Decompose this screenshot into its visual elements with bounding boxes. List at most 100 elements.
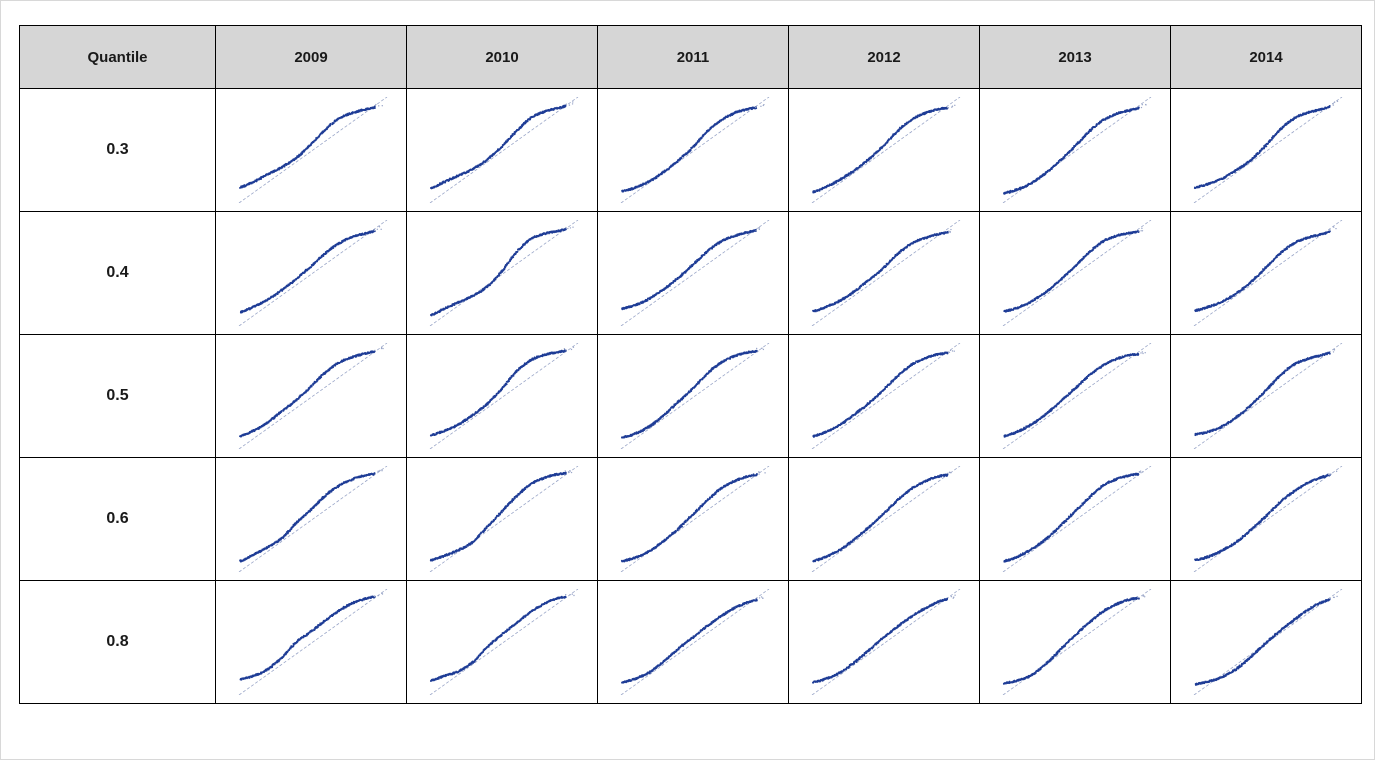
- data-point: [518, 248, 521, 251]
- data-point: [1268, 139, 1271, 142]
- table-row: 0.3: [19, 88, 1362, 212]
- data-point: [1273, 258, 1276, 261]
- data-point: [1098, 121, 1101, 124]
- header-year-2013: 2013: [979, 25, 1171, 89]
- data-point: [303, 149, 306, 152]
- data-point: [724, 239, 727, 242]
- reference-line: [1193, 220, 1343, 326]
- data-point: [658, 174, 661, 177]
- data-point: [920, 238, 923, 241]
- data-point: [654, 294, 657, 297]
- plot-cell: [597, 88, 789, 212]
- data-point: [932, 234, 935, 237]
- data-point: [327, 250, 330, 252]
- data-point: [337, 243, 340, 246]
- data-point: [849, 294, 852, 297]
- data-point: [1328, 106, 1331, 108]
- data-point: [1007, 310, 1010, 312]
- data-point: [1043, 291, 1046, 294]
- data-point: [1040, 293, 1043, 296]
- data-point: [1274, 133, 1277, 136]
- data-point: [1282, 250, 1285, 252]
- quantile-label: 0.3: [19, 88, 216, 212]
- data-point: [294, 278, 297, 281]
- data-point: [1062, 276, 1065, 279]
- data-point: [1233, 170, 1235, 173]
- tail-point: [1141, 104, 1144, 106]
- data-point: [464, 418, 467, 421]
- data-point: [881, 145, 884, 148]
- data-point: [284, 407, 286, 410]
- data-point: [859, 285, 862, 287]
- data-point: [818, 189, 821, 192]
- data-point: [275, 169, 278, 172]
- quantile-label: 0.4: [19, 211, 216, 335]
- header-year-2014: 2014: [1170, 25, 1362, 89]
- data-point: [682, 272, 685, 275]
- tail-point: [565, 103, 568, 105]
- data-point: [329, 124, 332, 127]
- data-point: [1290, 118, 1292, 121]
- data-point: [668, 167, 671, 170]
- plot-cell: [788, 211, 980, 335]
- data-point: [886, 141, 888, 144]
- data-point: [1263, 268, 1266, 271]
- reference-line: [1002, 220, 1152, 326]
- data-point: [1255, 155, 1258, 158]
- data-point: [527, 118, 529, 121]
- reference-line: [1193, 97, 1343, 203]
- data-point: [694, 260, 697, 263]
- data-point: [748, 107, 751, 110]
- data-point: [1266, 142, 1269, 145]
- plot-cell: [979, 211, 1171, 335]
- data-point: [297, 398, 300, 400]
- data-point: [493, 279, 496, 282]
- data-point: [838, 178, 841, 181]
- data-point: [248, 307, 251, 309]
- data-point: [1103, 118, 1106, 121]
- data-point: [690, 265, 693, 268]
- data-point: [338, 362, 341, 364]
- tail-point: [1335, 227, 1337, 230]
- data-point: [671, 281, 674, 284]
- data-point: [860, 164, 862, 167]
- data-point: [521, 124, 524, 127]
- tail-point: [568, 104, 571, 106]
- data-point: [369, 107, 372, 110]
- data-point: [296, 156, 298, 159]
- tail-point: [760, 105, 762, 108]
- data-point: [312, 382, 315, 385]
- plot-cell: [1170, 211, 1362, 335]
- data-point: [623, 307, 626, 310]
- data-point: [239, 186, 241, 189]
- qq-plot: [620, 220, 770, 326]
- data-point: [877, 272, 880, 274]
- tail-point: [382, 347, 384, 350]
- data-point: [509, 258, 512, 261]
- reference-line: [429, 97, 579, 203]
- data-point: [548, 109, 551, 112]
- data-point: [527, 240, 530, 243]
- data-point: [660, 290, 663, 293]
- data-point: [1064, 274, 1067, 277]
- data-point: [506, 263, 509, 266]
- qq-plot: [238, 220, 388, 326]
- data-point: [521, 246, 524, 248]
- data-point: [486, 286, 489, 289]
- data-point: [293, 279, 296, 282]
- data-point: [492, 153, 495, 156]
- qq-plot: [429, 343, 579, 449]
- data-point: [1248, 281, 1251, 284]
- data-point: [622, 190, 624, 193]
- data-point: [246, 308, 249, 311]
- data-point: [466, 418, 469, 421]
- data-point: [450, 178, 453, 181]
- data-point: [1053, 164, 1056, 167]
- data-point: [645, 298, 648, 301]
- qq-plot: [1002, 97, 1152, 203]
- data-point: [291, 402, 294, 405]
- data-point: [488, 283, 491, 286]
- data-point: [1110, 115, 1113, 118]
- data-point: [898, 128, 901, 131]
- tail-point: [1140, 230, 1142, 232]
